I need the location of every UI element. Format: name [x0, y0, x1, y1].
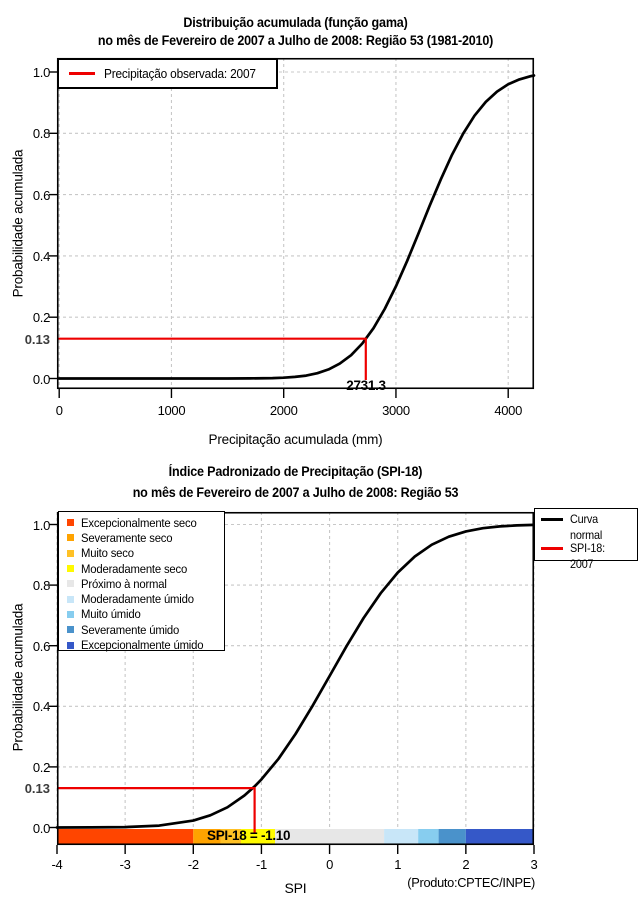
category-color-swatch: [67, 580, 74, 588]
y-tick-label: 1.0: [32, 65, 50, 80]
spi-plot-frame: [56, 511, 535, 846]
gamma-annotation-line: [57, 337, 367, 380]
gamma-value-annotation-label: 2731.3: [346, 378, 386, 393]
observed-precipitation-line-swatch: [69, 72, 95, 75]
x-tick-label: -2: [187, 857, 199, 872]
category-legend-item: Severamente seco: [59, 530, 224, 545]
x-tick-label: 3000: [382, 403, 410, 418]
y-tick-label: 1.0: [32, 517, 50, 533]
spi-prob-annotation-label: 0.13: [24, 781, 50, 796]
x-tick-label: 2000: [269, 403, 298, 418]
y-tick-label: 0.2: [32, 759, 50, 775]
gamma-cdf-plot: [49, 57, 536, 398]
category-legend-item: Moderadamente úmido: [59, 591, 224, 606]
spi-bar-segment: [220, 829, 241, 845]
category-legend-label: Muito úmido: [81, 607, 141, 622]
x-tick-label: -3: [119, 857, 131, 872]
category-legend-item: Próximo à normal: [59, 576, 224, 591]
spi-category-legend: Excepcionalmente seco Severamente seco Mui…: [58, 511, 225, 652]
category-legend-label: Severamente seco: [81, 530, 173, 545]
spi-2007-line-swatch: [541, 547, 563, 550]
category-legend-label: Excepcionalmente úmido: [81, 638, 204, 653]
y-tick-label: 0.4: [32, 699, 50, 715]
y-tick-label: 0.0: [32, 371, 50, 387]
spi-cdf-curve: [55, 523, 536, 829]
category-legend-item: Muito seco: [59, 546, 224, 561]
x-tick-label: -4: [51, 857, 63, 872]
category-color-swatch: [67, 641, 74, 649]
product-credit-label: (Produto:CPTEC/INPE): [407, 875, 535, 890]
x-tick-label: 0: [55, 403, 63, 418]
spi-bar-segment: [193, 829, 221, 845]
y-tick-label: 0.8: [32, 578, 50, 594]
spi-value-annotation-label: SPI-18 = -1.10: [207, 828, 291, 843]
spi-bar-segment: [465, 829, 534, 845]
spi-bar-segment: [438, 829, 466, 845]
category-legend-item: Excepcionalmente úmido: [59, 637, 224, 652]
y-tick-label: 0.0: [32, 820, 50, 836]
x-tick-label: 1: [394, 857, 402, 872]
y-tick-label: 0.6: [32, 638, 50, 654]
x-tick-label: 4000: [494, 403, 523, 418]
x-tick-label: 1000: [157, 403, 186, 418]
gamma-prob-annotation-label: 0.13: [24, 332, 50, 347]
x-tick-label: -1: [255, 857, 267, 872]
category-legend-item: Moderadamente seco: [59, 561, 224, 576]
category-color-swatch: [67, 565, 74, 573]
spi-bar-segment: [384, 829, 419, 845]
gamma-y-axis-label: Probabilidade acumulada: [10, 149, 26, 298]
category-legend-label: Próximo à normal: [81, 576, 167, 591]
category-legend-item: Severamente úmido: [59, 622, 224, 637]
gamma-legend: Precipitação observada: 2007: [57, 58, 278, 89]
spi-2007-legend-label: SPI-18: 2007: [570, 541, 605, 571]
spi-bar-segment: [57, 829, 194, 845]
x-tick-label: 0: [326, 857, 334, 872]
y-tick-label: 0.8: [32, 126, 50, 142]
spi-curve-legend: Curva normal SPI-18: 2007: [534, 508, 638, 571]
gamma-chart-title-line2: no mês de Fevereiro de 2007 a Julho de 2…: [97, 33, 494, 48]
category-legend-label: Muito seco: [81, 546, 134, 561]
category-legend-label: Moderadamente úmido: [81, 592, 194, 607]
gamma-chart-title-line1: Distribuição acumulada (função gama): [183, 15, 408, 30]
category-color-swatch: [67, 595, 74, 603]
category-legend-label: Excepcionalmente seco: [81, 515, 197, 530]
category-legend-label: Moderadamente seco: [81, 561, 188, 576]
category-color-swatch: [67, 610, 74, 618]
spi-bar-segment: [240, 829, 276, 845]
spi-y-axis-label: Probabilidade acumulada: [10, 603, 26, 752]
spi-bar-segment: [275, 829, 385, 845]
category-color-swatch: [67, 626, 74, 634]
category-legend-item: Muito úmido: [59, 607, 224, 622]
gamma-cdf-curve: [57, 74, 536, 380]
observed-precipitation-legend-label: Precipitação observada: 2007: [104, 66, 256, 81]
spi-chart-title-line2: no mês de Fevereiro de 2007 a Julho de 2…: [132, 485, 459, 500]
normal-curve-line-swatch: [541, 518, 563, 521]
category-color-swatch: [67, 534, 74, 542]
gamma-plot-frame: [56, 57, 535, 390]
spi-plot: [49, 511, 536, 854]
x-tick-label: 3: [530, 857, 538, 872]
normal-curve-legend-label: Curva normal: [570, 512, 603, 542]
category-legend-label: Severamente úmido: [81, 622, 180, 637]
category-legend-item: Excepcionalmente seco: [59, 515, 224, 530]
spi-bar-segment: [418, 829, 439, 845]
spi-x-axis-label: SPI: [284, 880, 307, 896]
category-color-swatch: [67, 519, 74, 527]
y-tick-label: 0.6: [32, 187, 50, 203]
category-color-swatch: [67, 549, 74, 557]
x-tick-label: 2: [462, 857, 470, 872]
spi-annotation-line: [57, 787, 256, 833]
gamma-x-axis-label: Precipitação acumulada (mm): [208, 432, 383, 447]
y-tick-label: 0.2: [32, 310, 50, 326]
y-tick-label: 0.4: [32, 248, 50, 264]
spi-chart-title-line1: Índice Padronizado de Precipitação (SPI-…: [168, 464, 423, 479]
